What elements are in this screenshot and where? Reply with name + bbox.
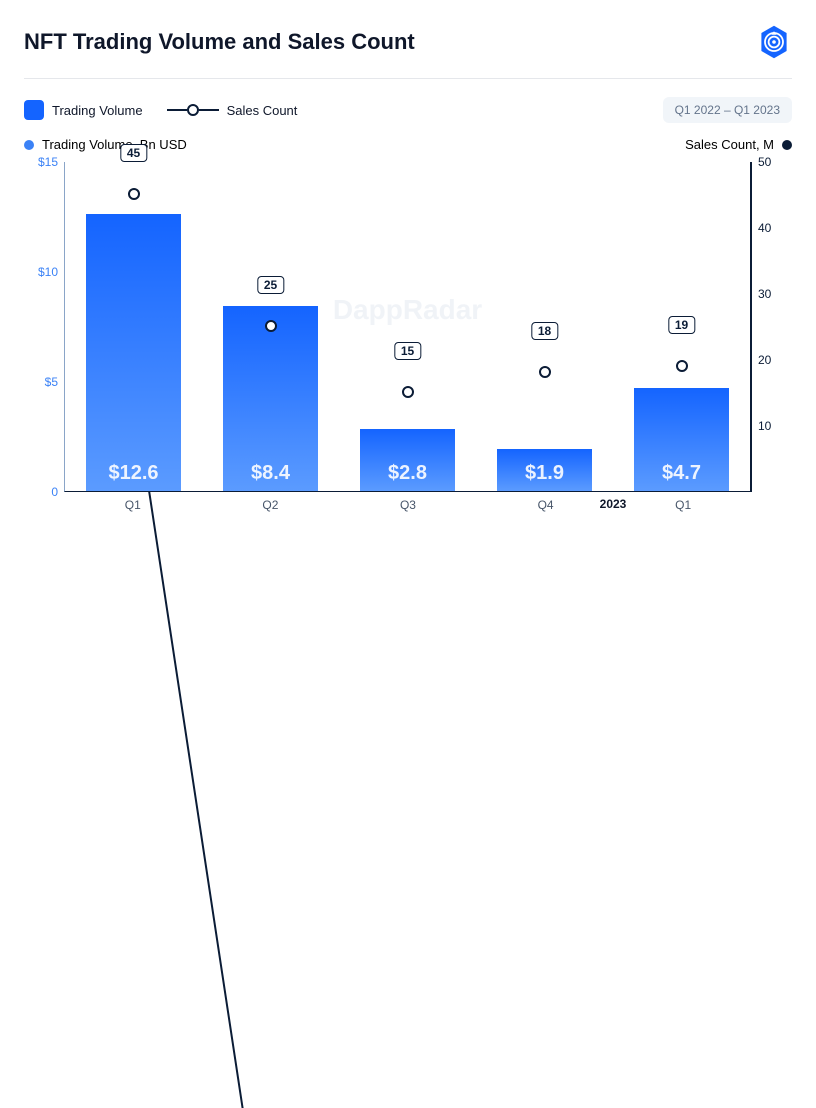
legend-volume-swatch [24, 100, 44, 120]
x-tick-label: Q4 [477, 492, 615, 512]
line-point-marker [128, 188, 140, 200]
legend-sales-marker [167, 104, 219, 116]
y-left-tick: $15 [38, 155, 58, 169]
y-left-tick: $10 [38, 265, 58, 279]
line-point-marker [676, 360, 688, 372]
x-tick-label: Q1 [614, 492, 752, 512]
legend-volume: Trading Volume [24, 100, 143, 120]
bar: $1.9 [497, 449, 593, 491]
line-point-label: 15 [394, 342, 421, 360]
bar-value-label: $8.4 [251, 462, 290, 485]
y-left-tick: $5 [45, 375, 58, 389]
bar-value-label: $1.9 [525, 462, 564, 485]
y-left-axis-label: Trading Volume, Bn USD [24, 137, 187, 152]
y-left-dot-icon [24, 140, 34, 150]
x-tick-label: Q3 [339, 492, 477, 512]
bar-value-label: $2.8 [388, 462, 427, 485]
bar: $2.8 [360, 429, 456, 491]
line-point-label: 19 [668, 316, 695, 334]
x-tick-label: Q1 [64, 492, 202, 512]
legend-volume-label: Trading Volume [52, 103, 143, 118]
period-badge: Q1 2022 – Q1 2023 [663, 97, 792, 123]
x-tick-label: Q2 [202, 492, 340, 512]
legend-sales-label: Sales Count [227, 103, 298, 118]
line-point-label: 25 [257, 276, 284, 294]
chart: 0$5$10$15 DappRadar $12.6$8.4$2.8$1.9$4.… [24, 162, 792, 492]
brand-logo-icon [756, 24, 792, 60]
legend-sales: Sales Count [167, 103, 298, 118]
bar: $12.6 [86, 214, 182, 491]
y-left-tick: 0 [51, 485, 58, 499]
line-point-label: 45 [120, 144, 147, 162]
x-axis: Q1Q2Q3Q4Q1 [64, 492, 752, 512]
y-right-axis: 1020304050 [752, 162, 792, 492]
y-right-axis-label: Sales Count, M [685, 137, 792, 152]
plot-area: DappRadar $12.6$8.4$2.8$1.9$4.7452515181… [64, 162, 752, 492]
bar-value-label: $4.7 [662, 462, 701, 485]
line-point-label: 18 [531, 322, 558, 340]
y-right-tick: 50 [758, 155, 771, 169]
line-point-marker [402, 386, 414, 398]
y-right-tick: 40 [758, 221, 771, 235]
bar: $4.7 [634, 388, 730, 491]
line-point-marker [539, 366, 551, 378]
bar: $8.4 [223, 306, 319, 491]
year-divider-label: 2023 [600, 497, 627, 511]
y-right-tick: 30 [758, 287, 771, 301]
y-right-tick: 20 [758, 353, 771, 367]
line-point-marker [265, 320, 277, 332]
y-right-dot-icon [782, 140, 792, 150]
legend: Trading Volume Sales Count [24, 100, 297, 120]
y-right-tick: 10 [758, 419, 771, 433]
page-title: NFT Trading Volume and Sales Count [24, 29, 415, 55]
y-left-axis: 0$5$10$15 [24, 162, 64, 492]
bar-value-label: $12.6 [108, 462, 158, 485]
watermark: DappRadar [333, 294, 482, 326]
